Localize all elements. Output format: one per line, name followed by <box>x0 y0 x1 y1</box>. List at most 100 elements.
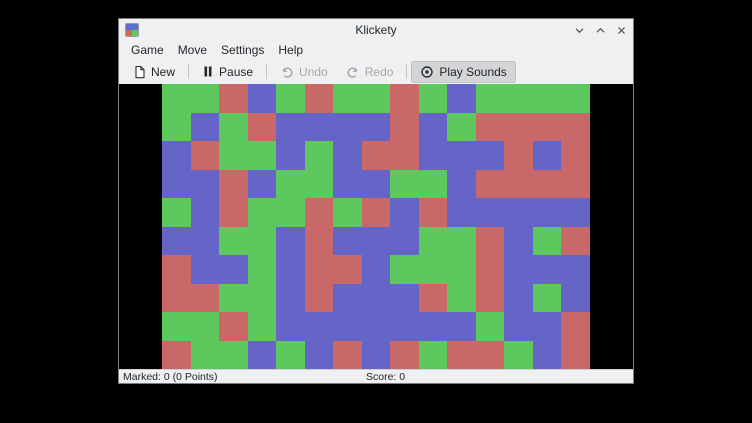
board-cell[interactable] <box>418 169 448 198</box>
board-cell[interactable] <box>390 198 419 227</box>
board-cell[interactable] <box>333 226 362 255</box>
board-cell[interactable] <box>418 198 448 227</box>
board-cell[interactable] <box>532 255 562 284</box>
board-cell[interactable] <box>475 112 505 141</box>
board-cell[interactable] <box>475 255 505 284</box>
board-cell[interactable] <box>162 141 191 170</box>
board-cell[interactable] <box>532 112 562 141</box>
board-cell[interactable] <box>304 84 334 113</box>
board-cell[interactable] <box>475 198 505 227</box>
board-cell[interactable] <box>219 112 248 141</box>
board-cell[interactable] <box>333 312 362 341</box>
board-cell[interactable] <box>418 141 448 170</box>
board-cell[interactable] <box>532 312 562 341</box>
board-cell[interactable] <box>418 340 448 369</box>
menu-game[interactable]: Game <box>131 43 164 57</box>
board-cell[interactable] <box>418 283 448 312</box>
board-cell[interactable] <box>276 226 305 255</box>
board-cell[interactable] <box>276 283 305 312</box>
board-cell[interactable] <box>162 84 191 113</box>
redo-button[interactable]: Redo <box>337 61 403 83</box>
board-cell[interactable] <box>475 226 505 255</box>
board-cell[interactable] <box>333 255 362 284</box>
board-cell[interactable] <box>475 141 505 170</box>
board-cell[interactable] <box>532 169 562 198</box>
board-cell[interactable] <box>561 84 590 113</box>
board-cell[interactable] <box>333 198 362 227</box>
board-cell[interactable] <box>276 169 305 198</box>
board-cell[interactable] <box>219 169 248 198</box>
board-cell[interactable] <box>219 141 248 170</box>
board-cell[interactable] <box>162 198 191 227</box>
board-cell[interactable] <box>447 283 476 312</box>
board-cell[interactable] <box>304 340 334 369</box>
titlebar[interactable]: Klickety <box>119 19 633 41</box>
board-cell[interactable] <box>475 169 505 198</box>
pause-button[interactable]: Pause <box>193 61 262 83</box>
board-cell[interactable] <box>162 169 191 198</box>
minimize-icon[interactable] <box>573 24 585 36</box>
board-cell[interactable] <box>276 198 305 227</box>
board-cell[interactable] <box>219 283 248 312</box>
board-cell[interactable] <box>504 84 533 113</box>
board-cell[interactable] <box>333 84 362 113</box>
board-cell[interactable] <box>162 226 191 255</box>
board-cell[interactable] <box>532 198 562 227</box>
board-cell[interactable] <box>418 84 448 113</box>
board-cell[interactable] <box>247 226 277 255</box>
board-cell[interactable] <box>447 112 476 141</box>
board-cell[interactable] <box>504 169 533 198</box>
board-cell[interactable] <box>561 141 590 170</box>
board-cell[interactable] <box>361 198 391 227</box>
board-cell[interactable] <box>361 312 391 341</box>
board-cell[interactable] <box>247 198 277 227</box>
board-cell[interactable] <box>162 283 191 312</box>
board-cell[interactable] <box>219 255 248 284</box>
board-cell[interactable] <box>390 112 419 141</box>
board-cell[interactable] <box>447 340 476 369</box>
board-cell[interactable] <box>162 255 191 284</box>
board-cell[interactable] <box>361 84 391 113</box>
board-cell[interactable] <box>304 112 334 141</box>
board-cell[interactable] <box>247 312 277 341</box>
board-cell[interactable] <box>504 226 533 255</box>
board-cell[interactable] <box>418 312 448 341</box>
board-cell[interactable] <box>561 169 590 198</box>
board-cell[interactable] <box>219 226 248 255</box>
board-cell[interactable] <box>247 255 277 284</box>
board-cell[interactable] <box>532 283 562 312</box>
board-cell[interactable] <box>276 340 305 369</box>
board-cell[interactable] <box>333 141 362 170</box>
board-cell[interactable] <box>532 340 562 369</box>
board-cell[interactable] <box>361 255 391 284</box>
board-cell[interactable] <box>475 84 505 113</box>
board-cell[interactable] <box>447 198 476 227</box>
board-cell[interactable] <box>561 340 590 369</box>
board-cell[interactable] <box>247 169 277 198</box>
play-sounds-toggle[interactable]: Play Sounds <box>411 60 516 83</box>
board-cell[interactable] <box>561 255 590 284</box>
board-cell[interactable] <box>162 340 191 369</box>
board-cell[interactable] <box>247 84 277 113</box>
board-cell[interactable] <box>447 226 476 255</box>
board-cell[interactable] <box>247 283 277 312</box>
board-cell[interactable] <box>390 255 419 284</box>
board-cell[interactable] <box>190 198 220 227</box>
board-cell[interactable] <box>219 84 248 113</box>
klickety-app-icon[interactable] <box>125 23 139 37</box>
board-cell[interactable] <box>304 283 334 312</box>
undo-button[interactable]: Undo <box>271 61 337 83</box>
board-cell[interactable] <box>447 169 476 198</box>
board-cell[interactable] <box>475 283 505 312</box>
board-cell[interactable] <box>390 84 419 113</box>
board-cell[interactable] <box>190 340 220 369</box>
board-cell[interactable] <box>247 112 277 141</box>
board-cell[interactable] <box>276 84 305 113</box>
board-cell[interactable] <box>361 141 391 170</box>
board-cell[interactable] <box>504 312 533 341</box>
new-button[interactable]: New <box>124 61 184 83</box>
board-cell[interactable] <box>190 84 220 113</box>
board-cell[interactable] <box>361 283 391 312</box>
board-cell[interactable] <box>304 141 334 170</box>
board-cell[interactable] <box>390 340 419 369</box>
